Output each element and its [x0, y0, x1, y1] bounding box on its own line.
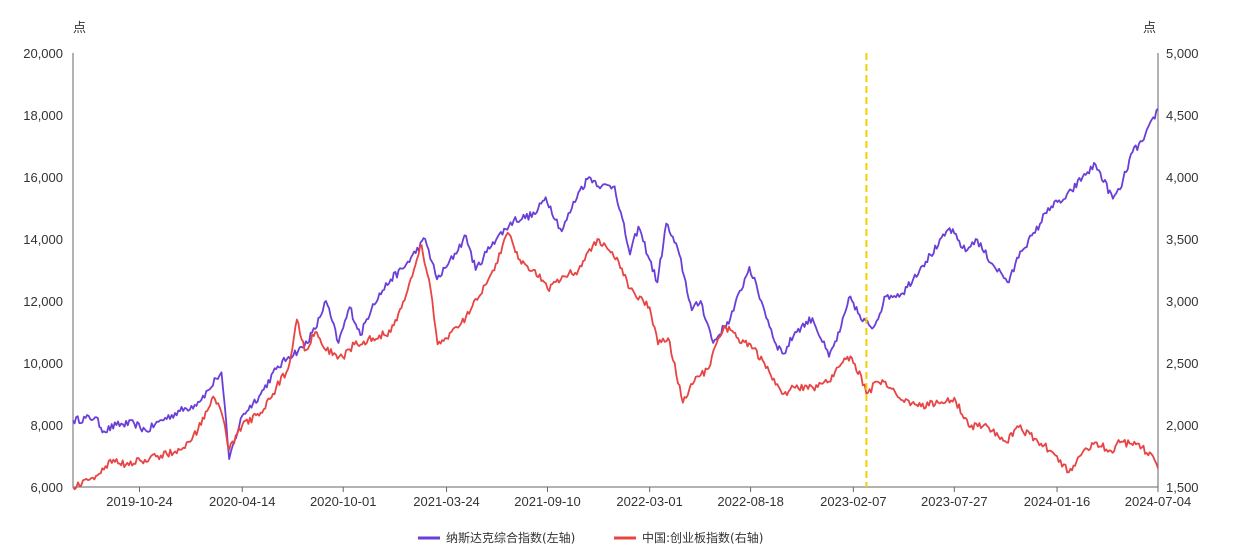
right-axis-ticks: 1,500 2,000 2,500 3,000 3,500 4,000 4,500 5,000	[1166, 46, 1199, 495]
series-lines	[72, 108, 1159, 491]
left-tick-label: 18,000	[23, 108, 63, 123]
left-axis-ticks: 6,000 8,000 10,000 12,000 14,000 16,000 18,000…	[23, 46, 63, 495]
right-tick-label: 4,500	[1166, 108, 1199, 123]
left-tick-label: 12,000	[23, 294, 63, 309]
x-tick-label: 2024-07-04	[1125, 494, 1192, 509]
right-axis-unit: 点	[1143, 21, 1156, 36]
x-tick-label: 2024-01-16	[1024, 494, 1091, 509]
x-tick-label: 2020-04-14	[209, 494, 276, 509]
x-tick-label: 2020-10-01	[310, 494, 377, 509]
nasdaq-series-line	[72, 108, 1159, 461]
left-tick-label: 8,000	[30, 418, 63, 433]
left-axis-unit: 点	[73, 21, 86, 36]
right-tick-label: 3,000	[1166, 294, 1199, 309]
left-tick-label: 6,000	[30, 480, 63, 495]
left-tick-label: 20,000	[23, 46, 63, 61]
right-tick-label: 1,500	[1166, 480, 1199, 495]
right-tick-label: 2,000	[1166, 418, 1199, 433]
right-tick-label: 5,000	[1166, 46, 1199, 61]
x-tick-label: 2021-03-24	[413, 494, 480, 509]
axes	[72, 53, 1159, 488]
left-tick-label: 10,000	[23, 356, 63, 371]
x-tick-label: 2023-02-07	[820, 494, 887, 509]
left-tick-label: 14,000	[23, 232, 63, 247]
x-tick-label: 2019-10-24	[106, 494, 173, 509]
x-tick-label: 2022-03-01	[616, 494, 683, 509]
x-tick-label: 2021-09-10	[514, 494, 581, 509]
x-tick-label: 2023-07-27	[921, 494, 988, 509]
right-tick-label: 4,000	[1166, 170, 1199, 185]
legend-label-nasdaq[interactable]: 纳斯达克综合指数(左轴)	[446, 530, 575, 545]
x-axis-ticks: 2019-10-24 2020-04-14 2020-10-01 2021-03-24…	[106, 487, 1191, 509]
chinext-series-line	[72, 231, 1159, 491]
right-tick-label: 2,500	[1166, 356, 1199, 371]
x-tick-label: 2022-08-18	[717, 494, 784, 509]
legend[interactable]: 纳斯达克综合指数(左轴) 中国:创业板指数(右轴)	[418, 530, 763, 545]
left-tick-label: 16,000	[23, 170, 63, 185]
right-tick-label: 3,500	[1166, 232, 1199, 247]
legend-label-chinext[interactable]: 中国:创业板指数(右轴)	[642, 530, 763, 545]
